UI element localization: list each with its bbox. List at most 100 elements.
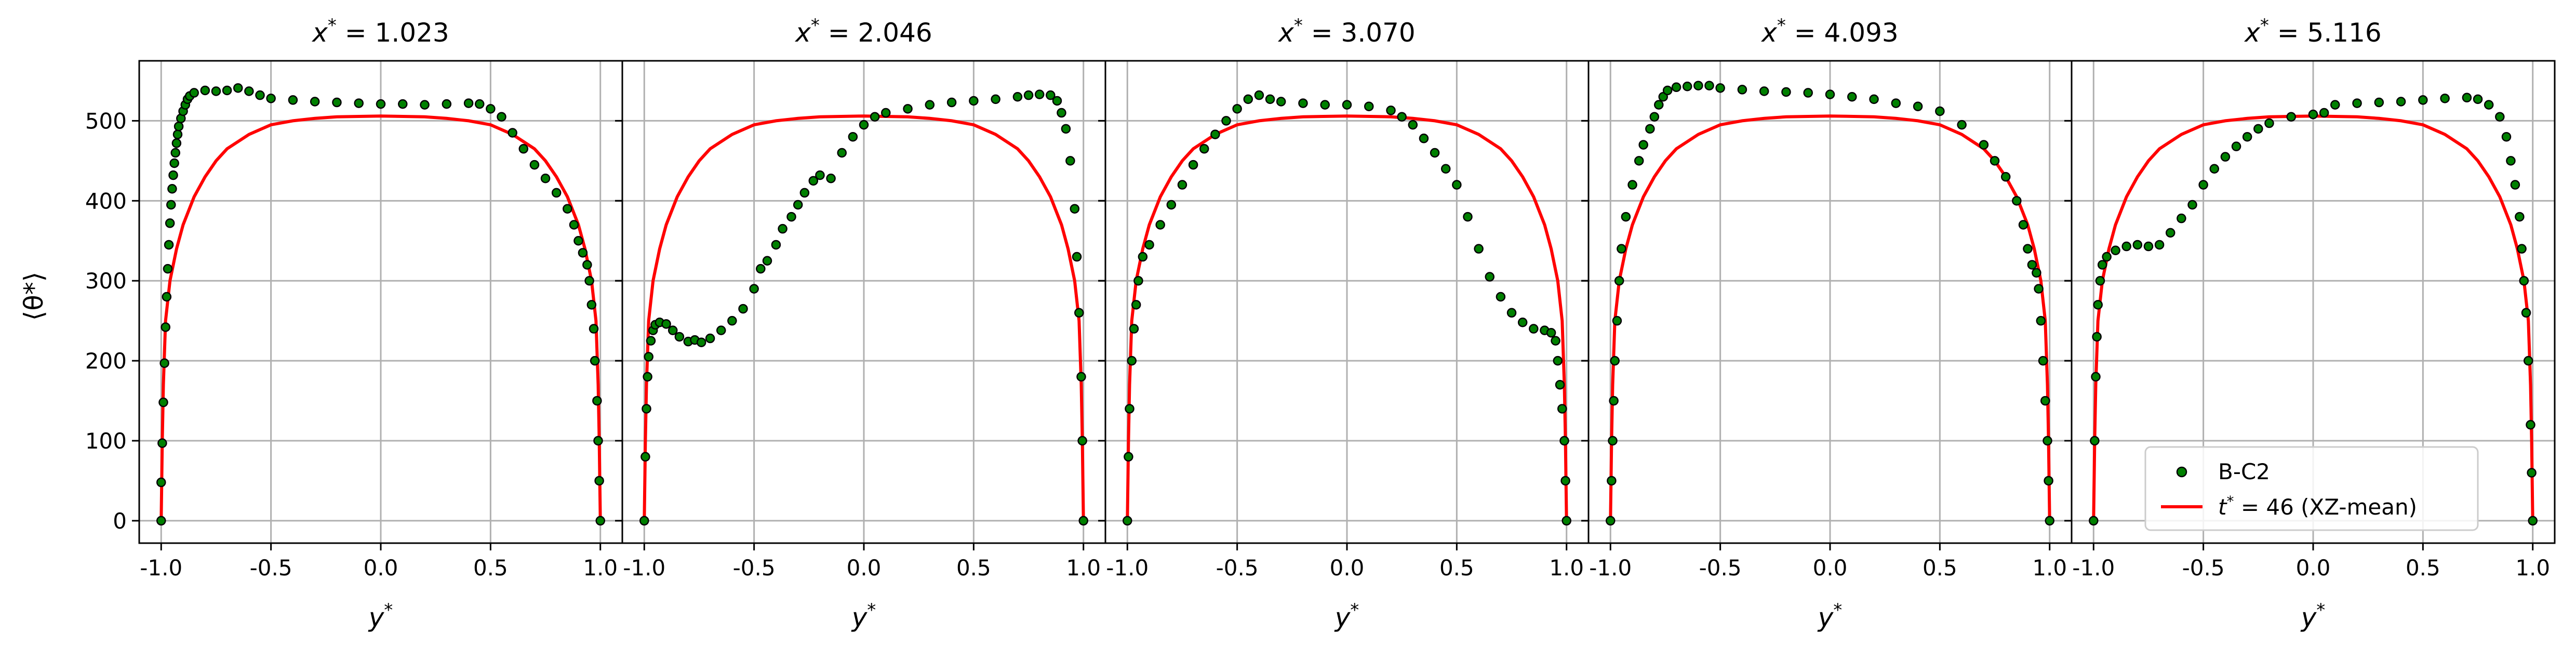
scatter-point xyxy=(2517,244,2527,254)
scatter-point xyxy=(1298,98,1308,108)
scatter-point xyxy=(463,98,474,108)
scatter-point xyxy=(474,99,485,109)
scatter-point xyxy=(1645,124,1655,134)
scatter-point xyxy=(171,138,182,148)
scatter-point xyxy=(172,129,183,139)
scatter-point xyxy=(1693,81,1703,90)
y-axis-label: ⟨θ*⟩ xyxy=(19,272,49,321)
scatter-point xyxy=(1803,88,1813,98)
scatter-point xyxy=(593,436,603,446)
scatter-point xyxy=(881,108,891,118)
scatter-point xyxy=(1606,516,1616,526)
scatter-point xyxy=(756,264,766,274)
scatter-point xyxy=(2012,196,2022,206)
scatter-point xyxy=(1320,100,1330,110)
scatter-point xyxy=(168,170,178,180)
panel-title: x* = 1.023 xyxy=(311,15,449,48)
scatter-point xyxy=(716,325,726,335)
scatter-point xyxy=(1506,308,1517,318)
scatter-point xyxy=(837,148,847,158)
scatter-point xyxy=(2484,100,2494,110)
scatter-point xyxy=(1419,134,1429,143)
scatter-point xyxy=(2043,436,2052,446)
x-tick-label: 1.0 xyxy=(583,555,618,581)
scatter-point xyxy=(573,236,583,246)
scatter-point xyxy=(551,188,562,198)
x-tick-label: -0.5 xyxy=(733,555,776,581)
scatter-point xyxy=(2092,332,2102,342)
x-axis-label: y* xyxy=(368,600,393,633)
scatter-point xyxy=(2521,308,2531,318)
scatter-point xyxy=(727,315,737,326)
scatter-point xyxy=(786,212,796,222)
scatter-point xyxy=(1061,124,1071,134)
scatter-point xyxy=(1074,308,1084,318)
scatter-point xyxy=(165,218,175,228)
mean-line xyxy=(1609,114,2051,521)
scatter-point xyxy=(771,240,781,250)
scatter-point xyxy=(518,144,529,154)
scatter-point xyxy=(1474,244,1484,254)
x-tick-label: 1.0 xyxy=(1066,555,1101,581)
panel-3: -1.0 -0.5 0.0 0.5 1.0 x* = 3.070 y* xyxy=(1098,15,1590,633)
scatter-point xyxy=(1913,101,1923,111)
scatter-point xyxy=(640,452,650,462)
x-tick-label: 0.0 xyxy=(364,555,398,581)
scatter-point xyxy=(2319,108,2329,118)
scatter-point xyxy=(1609,396,1619,406)
scatter-point xyxy=(1614,275,1624,286)
x-tick-label: 0.0 xyxy=(1330,555,1365,581)
scatter-point xyxy=(1608,436,1618,446)
scatter-point xyxy=(946,97,957,108)
scatter-point xyxy=(2023,244,2033,254)
scatter-point xyxy=(1627,180,1637,190)
scatter-point xyxy=(1386,106,1396,115)
legend-label-line: t* = 46 (XZ-mean) xyxy=(2218,493,2417,520)
scatter-point xyxy=(2440,94,2450,103)
scatter-point xyxy=(590,356,600,366)
panel-title: x* = 4.093 xyxy=(1760,15,1898,48)
scatter-point xyxy=(793,200,803,210)
x-tick-label: 0.5 xyxy=(1439,555,1474,581)
legend: B-C2 t* = 46 (XZ-mean) xyxy=(2144,446,2479,531)
scatter-point xyxy=(1825,89,1835,99)
scatter-point xyxy=(2519,275,2529,286)
scatter-point xyxy=(2040,396,2050,406)
scatter-point xyxy=(1065,156,1075,166)
scatter-point xyxy=(1133,275,1143,286)
scatter-point xyxy=(288,95,298,105)
x-tick-label: -1.0 xyxy=(1106,555,1149,581)
scatter-point xyxy=(1155,220,1165,230)
x-tick-label: -0.5 xyxy=(2182,555,2225,581)
scatter-point xyxy=(420,100,430,110)
scatter-point xyxy=(2121,241,2131,252)
scatter-point xyxy=(903,104,913,114)
scatter-point xyxy=(1517,317,1528,327)
scatter-point xyxy=(1682,81,1692,91)
x-tick-label: 0.5 xyxy=(1923,555,1957,581)
scatter-point xyxy=(442,99,452,109)
scatter-point xyxy=(2527,468,2537,478)
scatter-point xyxy=(1715,83,1725,93)
scatter-point xyxy=(508,128,517,138)
scatter-point xyxy=(1131,300,1141,310)
scatter-point xyxy=(1265,94,1275,104)
x-tick-label: 0.0 xyxy=(1813,555,1848,581)
scatter-point xyxy=(2034,284,2044,294)
scatter-point xyxy=(211,86,221,96)
mean-line xyxy=(643,114,1085,521)
scatter-point xyxy=(2177,213,2186,223)
scatter-point xyxy=(2506,156,2516,166)
panels-container: -1.0 -0.5 0.0 0.5 1.0 0 100 200 300 400 500 x* = 1.… xyxy=(85,15,2556,633)
x-tick-label: 0.5 xyxy=(473,555,508,581)
scatter-point xyxy=(1397,112,1407,122)
scatter-point xyxy=(2044,476,2053,486)
scatter-point xyxy=(668,325,678,335)
scatter-point xyxy=(696,337,706,347)
scatter-point xyxy=(1634,156,1644,166)
legend-label-scatter: B-C2 xyxy=(2218,459,2270,484)
scatter-point xyxy=(200,85,210,96)
scatter-point xyxy=(1891,98,1901,108)
y-tick-label: 300 xyxy=(85,268,127,294)
scatter-point xyxy=(163,264,173,274)
